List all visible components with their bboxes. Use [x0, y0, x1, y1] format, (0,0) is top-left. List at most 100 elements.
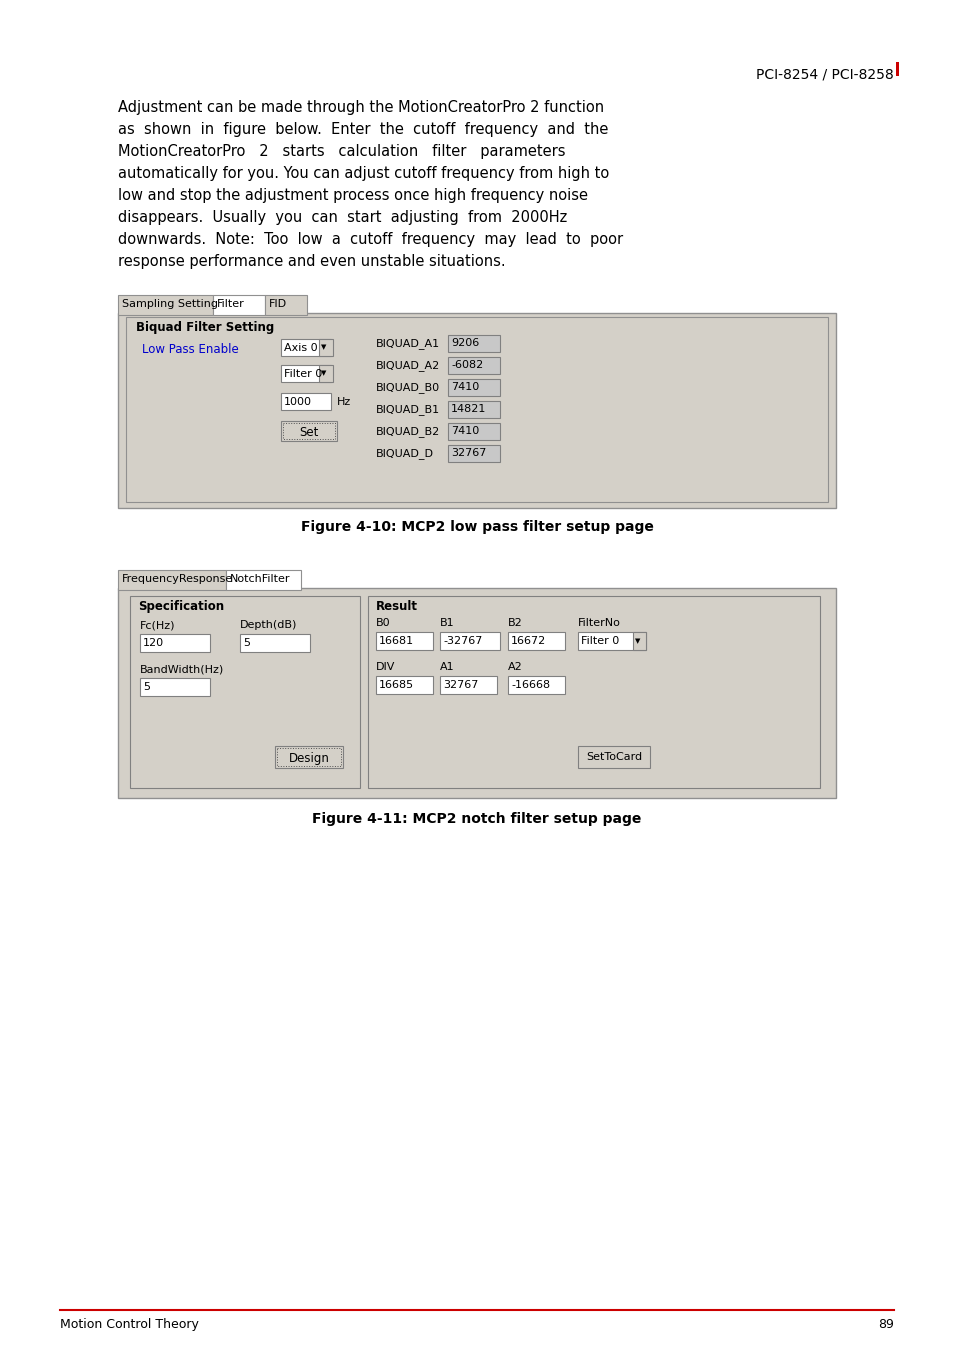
- Bar: [375, 676, 433, 694]
- Text: 7410: 7410: [451, 383, 478, 392]
- Text: Figure 4-10: MCP2 low pass filter setup page: Figure 4-10: MCP2 low pass filter setup …: [300, 521, 653, 534]
- Text: disappears.  Usually  you  can  start  adjusting  from  2000Hz: disappears. Usually you can start adjust…: [118, 210, 567, 224]
- Text: 1000: 1000: [284, 397, 312, 407]
- Text: Set: Set: [299, 426, 318, 439]
- Bar: [130, 596, 359, 788]
- Text: NotchFilter: NotchFilter: [230, 575, 291, 584]
- Text: Design: Design: [288, 752, 329, 765]
- Bar: [895, 62, 898, 76]
- Text: Figure 4-11: MCP2 notch filter setup page: Figure 4-11: MCP2 notch filter setup pag…: [312, 813, 641, 826]
- Text: ▼: ▼: [635, 638, 639, 644]
- Text: 9206: 9206: [451, 338, 478, 347]
- Bar: [281, 420, 336, 441]
- Text: BIQUAD_A2: BIQUAD_A2: [375, 360, 439, 370]
- Bar: [140, 634, 210, 652]
- Text: BandWidth(Hz): BandWidth(Hz): [140, 664, 224, 675]
- Text: B1: B1: [439, 618, 455, 627]
- Bar: [274, 746, 343, 768]
- Text: Depth(dB): Depth(dB): [240, 621, 297, 630]
- Text: Hz: Hz: [336, 397, 351, 407]
- Bar: [265, 295, 307, 315]
- Bar: [226, 571, 301, 589]
- Bar: [281, 365, 331, 383]
- Bar: [140, 677, 210, 696]
- Text: 16685: 16685: [378, 680, 414, 690]
- Text: 32767: 32767: [451, 448, 486, 458]
- Text: BIQUAD_B1: BIQUAD_B1: [375, 404, 439, 415]
- Bar: [507, 676, 564, 694]
- Text: 16681: 16681: [378, 635, 414, 646]
- Text: Result: Result: [375, 600, 417, 612]
- Bar: [118, 588, 835, 798]
- Text: low and stop the adjustment process once high frequency noise: low and stop the adjustment process once…: [118, 188, 587, 203]
- Bar: [213, 295, 265, 315]
- Text: 7410: 7410: [451, 426, 478, 435]
- Text: Biquad Filter Setting: Biquad Filter Setting: [136, 320, 274, 334]
- Bar: [448, 379, 499, 396]
- Text: 16672: 16672: [511, 635, 546, 646]
- Text: downwards.  Note:  Too  low  a  cutoff  frequency  may  lead  to  poor: downwards. Note: Too low a cutoff freque…: [118, 233, 622, 247]
- Bar: [318, 339, 333, 356]
- Text: 32767: 32767: [442, 680, 477, 690]
- Text: ▼: ▼: [320, 343, 326, 350]
- Bar: [283, 423, 335, 439]
- Text: Filter 0: Filter 0: [580, 635, 618, 646]
- Bar: [118, 295, 213, 315]
- Bar: [118, 571, 226, 589]
- Text: B0: B0: [375, 618, 390, 627]
- Text: MotionCreatorPro   2   starts   calculation   filter   parameters: MotionCreatorPro 2 starts calculation fi…: [118, 145, 565, 160]
- Text: DIV: DIV: [375, 662, 395, 672]
- Text: BIQUAD_B0: BIQUAD_B0: [375, 383, 439, 393]
- Bar: [448, 445, 499, 462]
- Text: 120: 120: [143, 638, 164, 648]
- Text: BIQUAD_B2: BIQUAD_B2: [375, 426, 439, 437]
- Text: Filter 0: Filter 0: [284, 369, 322, 379]
- Bar: [281, 339, 331, 356]
- Text: 5: 5: [143, 681, 150, 692]
- Bar: [448, 335, 499, 352]
- Text: Filter: Filter: [216, 299, 245, 310]
- Text: Axis 0: Axis 0: [284, 343, 317, 353]
- Text: A1: A1: [439, 662, 455, 672]
- Text: automatically for you. You can adjust cutoff frequency from high to: automatically for you. You can adjust cu…: [118, 166, 609, 181]
- Text: -16668: -16668: [511, 680, 550, 690]
- Text: 89: 89: [877, 1318, 893, 1330]
- Text: 14821: 14821: [451, 404, 486, 414]
- Bar: [368, 596, 820, 788]
- Bar: [118, 314, 835, 508]
- Bar: [375, 631, 433, 650]
- Text: B2: B2: [507, 618, 522, 627]
- Text: 5: 5: [243, 638, 250, 648]
- Text: PCI-8254 / PCI-8258: PCI-8254 / PCI-8258: [756, 68, 893, 82]
- Text: response performance and even unstable situations.: response performance and even unstable s…: [118, 254, 505, 269]
- Bar: [633, 631, 645, 650]
- Text: Low Pass Enable: Low Pass Enable: [142, 343, 238, 356]
- Bar: [448, 357, 499, 375]
- Text: BIQUAD_D: BIQUAD_D: [375, 448, 434, 458]
- Text: Sampling Setting: Sampling Setting: [122, 299, 218, 310]
- Text: Adjustment can be made through the MotionCreatorPro 2 function: Adjustment can be made through the Motio…: [118, 100, 603, 115]
- Bar: [448, 423, 499, 439]
- Text: A2: A2: [507, 662, 522, 672]
- Text: as  shown  in  figure  below.  Enter  the  cutoff  frequency  and  the: as shown in figure below. Enter the cuto…: [118, 122, 608, 137]
- Text: -6082: -6082: [451, 360, 483, 370]
- Bar: [448, 402, 499, 418]
- Bar: [507, 631, 564, 650]
- Bar: [276, 748, 340, 767]
- Bar: [281, 393, 331, 410]
- Bar: [439, 676, 497, 694]
- Text: -32767: -32767: [442, 635, 482, 646]
- Bar: [318, 365, 333, 383]
- Text: Motion Control Theory: Motion Control Theory: [60, 1318, 198, 1330]
- Bar: [240, 634, 310, 652]
- Text: FrequencyResponse: FrequencyResponse: [122, 575, 233, 584]
- Text: BIQUAD_A1: BIQUAD_A1: [375, 338, 439, 349]
- Text: ▼: ▼: [320, 370, 326, 376]
- Text: FID: FID: [269, 299, 287, 310]
- Text: FilterNo: FilterNo: [578, 618, 620, 627]
- Bar: [578, 746, 649, 768]
- Text: Specification: Specification: [138, 600, 224, 612]
- Text: Fc(Hz): Fc(Hz): [140, 621, 175, 630]
- Bar: [578, 631, 645, 650]
- Text: SetToCard: SetToCard: [585, 752, 641, 763]
